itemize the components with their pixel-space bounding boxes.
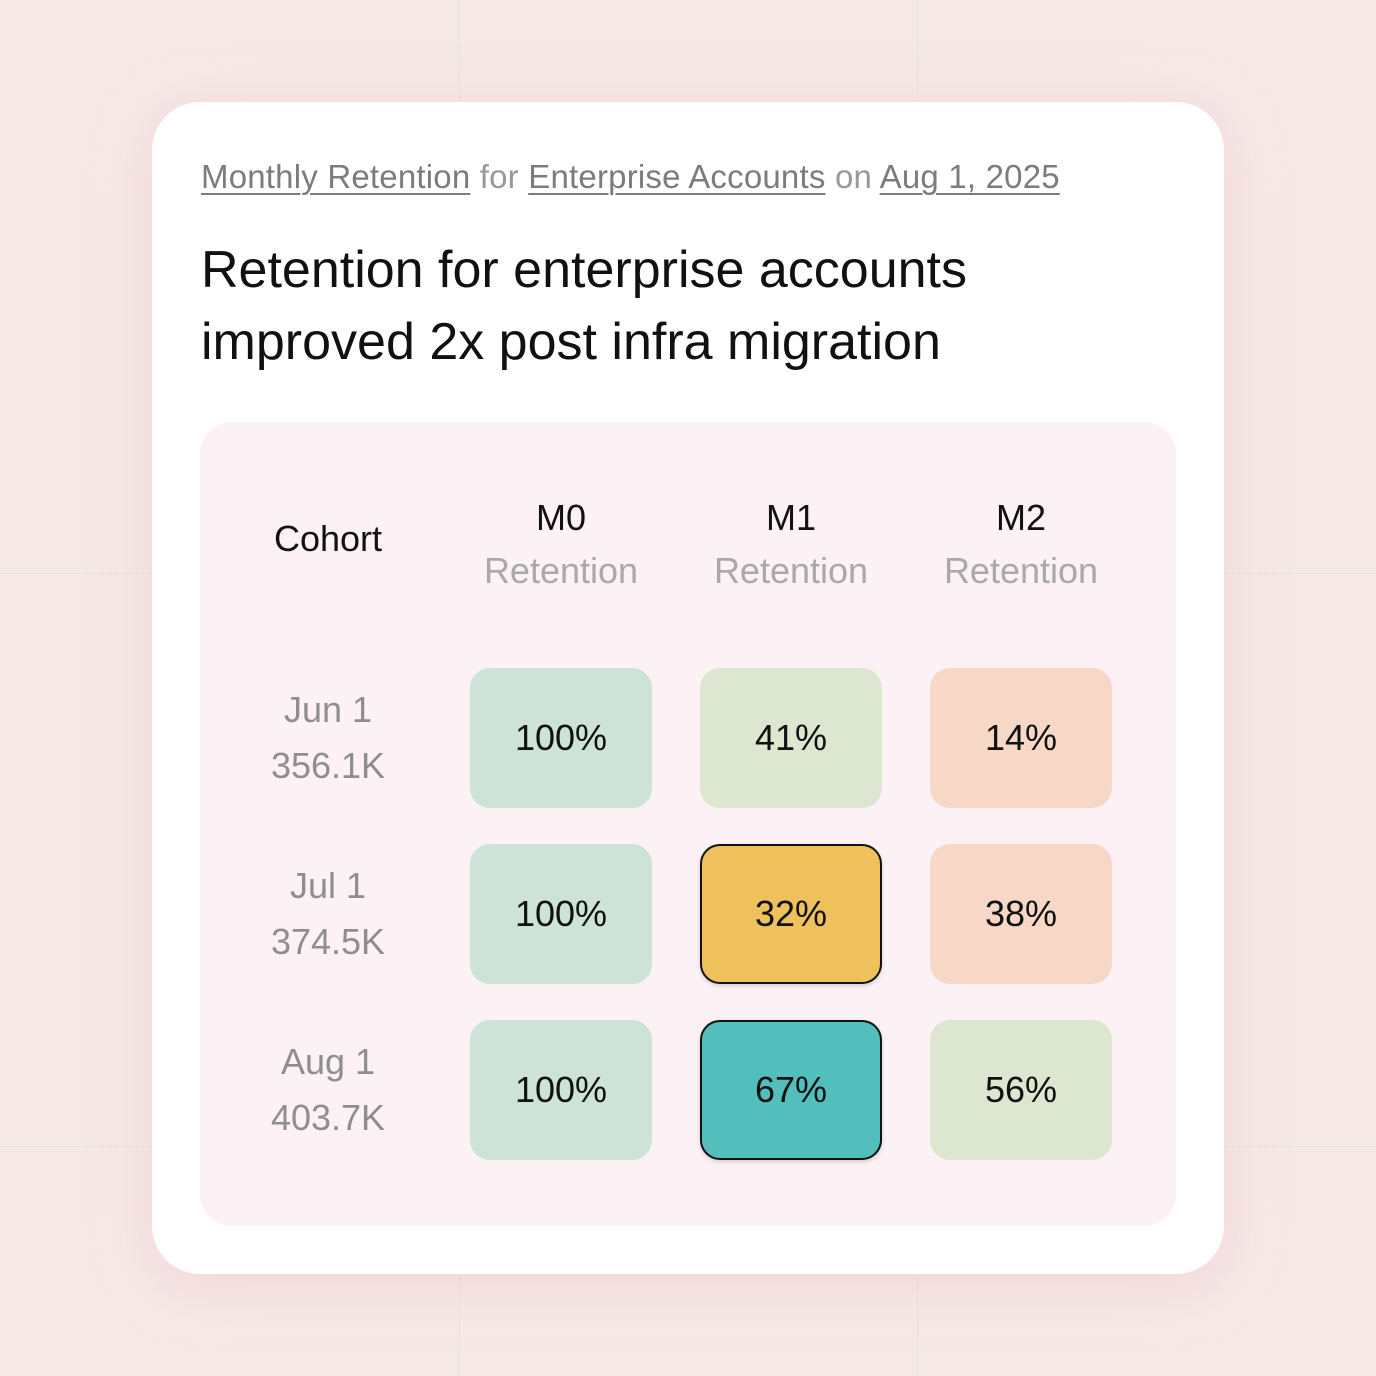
cohort-label: Jun 1 356.1K [248, 682, 408, 794]
column-header-label: M1 [765, 497, 816, 538]
retention-cell[interactable]: 100% [470, 668, 652, 808]
column-header-sublabel: Retention [713, 550, 869, 591]
metric-link[interactable]: Monthly Retention [201, 158, 471, 195]
date-link[interactable]: Aug 1, 2025 [879, 158, 1060, 195]
column-header-sublabel: Retention [943, 550, 1099, 591]
breadcrumb-separator: for [479, 158, 519, 195]
column-header-cohort: Cohort [273, 518, 383, 559]
cohort-size: 403.7K [270, 1097, 386, 1138]
retention-cell[interactable]: 100% [470, 844, 652, 984]
cohort-label: Aug 1 403.7K [248, 1034, 408, 1146]
column-header-m2: M2 Retention [921, 494, 1121, 600]
retention-cell[interactable]: 100% [470, 1020, 652, 1160]
segment-link[interactable]: Enterprise Accounts [528, 158, 826, 195]
cohort-date: Jul 1 [289, 865, 367, 906]
retention-cell[interactable]: 32% [700, 844, 882, 984]
column-header-label: M2 [995, 497, 1046, 538]
retention-cell[interactable]: 14% [930, 668, 1112, 808]
cohort-date: Aug 1 [280, 1041, 376, 1082]
cohort-label: Jul 1 374.5K [248, 858, 408, 970]
breadcrumb-separator: on [834, 158, 873, 195]
column-header-m1: M1 Retention [691, 494, 891, 600]
breadcrumb: Monthly Retention for Enterprise Account… [201, 158, 1060, 196]
cohort-size: 374.5K [270, 921, 386, 962]
retention-cell[interactable]: 67% [700, 1020, 882, 1160]
column-header-label: M0 [535, 497, 586, 538]
retention-card: Monthly Retention for Enterprise Account… [152, 102, 1224, 1274]
retention-cell[interactable]: 56% [930, 1020, 1112, 1160]
cohort-retention-table: Cohort M0 Retention M1 Retention M2 Retention… [200, 422, 1176, 1226]
column-header-sublabel: Retention [483, 550, 639, 591]
cohort-size: 356.1K [270, 745, 386, 786]
retention-cell[interactable]: 38% [930, 844, 1112, 984]
cohort-date: Jun 1 [283, 689, 373, 730]
retention-cell[interactable]: 41% [700, 668, 882, 808]
column-header-m0: M0 Retention [461, 494, 661, 600]
page-title: Retention for enterprise accounts improv… [201, 241, 967, 371]
